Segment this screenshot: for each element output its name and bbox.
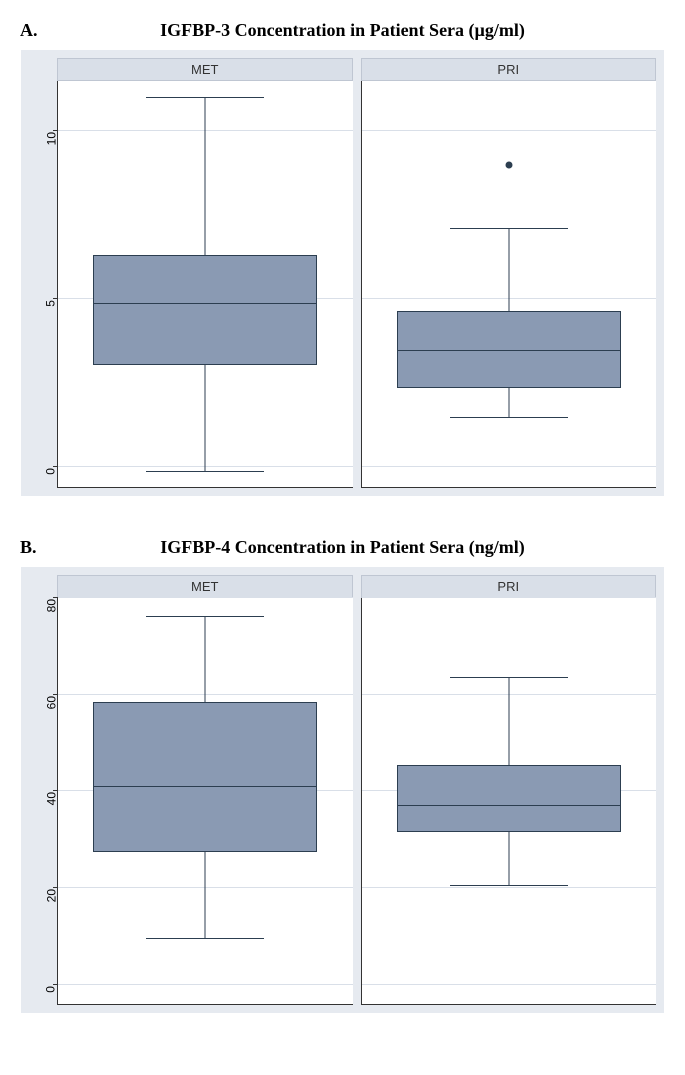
y-tick-label: 0 [44, 468, 58, 475]
subplot-body [57, 598, 353, 1005]
panel-letter: B. [20, 537, 50, 558]
y-tick-mark [53, 887, 58, 888]
y-tick-label: 5 [44, 300, 58, 307]
chart-frame: 0 5 10 MET PRI [20, 49, 665, 497]
subplot-body [361, 81, 657, 488]
subplot-pri: PRI [361, 575, 657, 1005]
gridline [58, 984, 353, 985]
whisker-lower-cap [146, 471, 264, 472]
whisker-lower-cap [146, 938, 264, 939]
whisker-upper-cap [450, 677, 568, 678]
whisker-upper-cap [146, 97, 264, 98]
gridline [362, 887, 657, 888]
median-line [397, 805, 621, 806]
y-axis: 0 5 10 [29, 58, 57, 488]
whisker-upper-line [205, 98, 206, 256]
subplot-met: MET [57, 58, 353, 488]
y-tick-label: 0 [44, 986, 58, 993]
subplots: MET PRI [57, 575, 656, 1005]
y-tick-label: 40 [44, 792, 58, 805]
gridline [362, 597, 657, 598]
whisker-lower-line [205, 365, 206, 472]
gridline [362, 466, 657, 467]
y-tick-label: 10 [44, 132, 58, 145]
whisker-lower-line [508, 832, 509, 885]
whisker-lower-line [205, 852, 206, 939]
box [93, 702, 317, 852]
gridline [362, 130, 657, 131]
subplot-header: PRI [361, 575, 657, 598]
panel-letter: A. [20, 20, 50, 41]
y-tick-mark [53, 466, 58, 467]
y-tick-label: 80 [44, 599, 58, 612]
whisker-upper-cap [146, 616, 264, 617]
whisker-upper-line [508, 678, 509, 765]
y-tick-mark [53, 694, 58, 695]
subplot-body [57, 81, 353, 488]
y-tick-mark [53, 130, 58, 131]
subplot-header: MET [57, 58, 353, 81]
median-line [397, 350, 621, 351]
plot-row: 0 20 40 60 80MET PRI [29, 575, 656, 1005]
panel-header: B.IGFBP-4 Concentration in Patient Sera … [20, 537, 665, 558]
panel-B: B.IGFBP-4 Concentration in Patient Sera … [20, 537, 665, 1014]
median-line [93, 303, 317, 304]
y-tick-mark [53, 597, 58, 598]
median-line [93, 786, 317, 787]
chart-frame: 0 20 40 60 80MET PRI [20, 566, 665, 1014]
y-tick-mark [53, 790, 58, 791]
y-tick-label: 60 [44, 696, 58, 709]
gridline [362, 984, 657, 985]
outlier-point [505, 161, 512, 168]
subplot-header: PRI [361, 58, 657, 81]
box [93, 255, 317, 364]
subplot-header: MET [57, 575, 353, 598]
panel-header: A.IGFBP-3 Concentration in Patient Sera … [20, 20, 665, 41]
whisker-lower-line [508, 388, 509, 418]
y-tick-mark [53, 984, 58, 985]
subplot-body [361, 598, 657, 1005]
whisker-lower-cap [450, 885, 568, 886]
y-tick-label: 20 [44, 889, 58, 902]
whisker-upper-line [508, 229, 509, 311]
whisker-upper-line [205, 617, 206, 702]
plot-row: 0 5 10 MET PRI [29, 58, 656, 488]
panel-title: IGFBP-4 Concentration in Patient Sera (n… [50, 537, 665, 558]
panel-A: A.IGFBP-3 Concentration in Patient Sera … [20, 20, 665, 497]
gridline [58, 597, 353, 598]
panel-title: IGFBP-3 Concentration in Patient Sera (µ… [50, 20, 665, 41]
box [397, 765, 621, 833]
whisker-lower-cap [450, 417, 568, 418]
subplots: MET PRI [57, 58, 656, 488]
subplot-met: MET [57, 575, 353, 1005]
y-tick-mark [53, 298, 58, 299]
whisker-upper-cap [450, 228, 568, 229]
subplot-pri: PRI [361, 58, 657, 488]
